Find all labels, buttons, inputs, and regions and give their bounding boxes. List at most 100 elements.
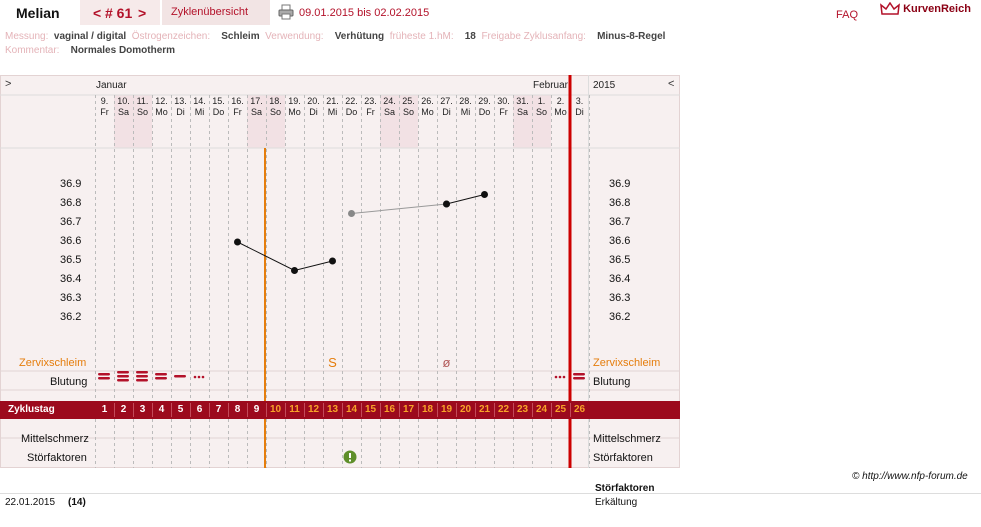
logo[interactable]: KurvenReich — [880, 1, 971, 16]
bleeding-bar — [98, 373, 110, 376]
temperature-line — [351, 203, 447, 214]
day-column-header: 24. Sa — [380, 96, 399, 118]
y-tick-label: 36.8 — [609, 197, 631, 209]
day-number: 11. — [136, 96, 149, 106]
y-tick-label: 36.5 — [609, 254, 631, 266]
cycle-day-separator — [570, 403, 571, 417]
row-label-zervix-right: Zervixschleim — [593, 357, 661, 369]
cycle-day-separator — [380, 403, 381, 417]
year-label: 2015 — [593, 80, 616, 91]
logo-text: KurvenReich — [903, 2, 971, 15]
month-january: Januar — [96, 80, 127, 91]
day-column-header: 3. Di — [570, 96, 589, 118]
nav-left-button[interactable]: > — [5, 78, 12, 90]
cycle-day-number: 3 — [139, 404, 146, 415]
bleeding-bar — [136, 371, 148, 374]
weekday: Di — [176, 107, 185, 117]
day-column-header: 17. Sa — [247, 96, 266, 118]
day-number: 12. — [155, 96, 168, 106]
hm-value: 18 — [464, 31, 476, 42]
exclamation-icon[interactable] — [343, 450, 357, 464]
nav-right-button[interactable]: < — [668, 78, 675, 90]
day-column-header: 14. Mi — [190, 96, 209, 118]
weekday: Di — [575, 107, 584, 117]
cycle-day-separator — [171, 403, 172, 417]
day-number: 25. — [402, 96, 415, 106]
cycle-day-separator — [551, 403, 552, 417]
info-line-2: Kommentar: Normales Domotherm — [5, 45, 175, 56]
bleeding-bar — [98, 377, 110, 380]
freigabe-value: Minus-8-Regel — [597, 31, 666, 42]
weekday: So — [136, 107, 148, 117]
day-number: 20. — [307, 96, 320, 106]
tab-cycle-overview[interactable]: Zyklenübersicht — [162, 0, 270, 25]
kommentar-value: Normales Domotherm — [70, 45, 176, 56]
weekday: Sa — [383, 107, 395, 117]
oestrogen-label: Östrogenzeichen: — [131, 31, 211, 42]
cycle-day-number: 16 — [383, 404, 396, 415]
y-tick-label: 36.3 — [60, 292, 82, 304]
cycle-day-separator — [532, 403, 533, 417]
chart-grid — [0, 75, 680, 468]
faq-link[interactable]: FAQ — [836, 9, 859, 21]
bleeding-bar — [136, 379, 148, 382]
cycle-day-separator — [475, 403, 476, 417]
weekday: Mi — [194, 107, 205, 117]
weekday: Sa — [117, 107, 129, 117]
day-column-header: 22. Do — [342, 96, 361, 118]
y-tick-label: 36.9 — [60, 178, 82, 190]
spotting-dot — [193, 375, 197, 379]
print-icon[interactable] — [278, 4, 294, 20]
day-number: 19. — [288, 96, 301, 106]
spotting-dot — [201, 375, 205, 379]
messung-label: Messung: — [5, 31, 49, 42]
cycle-day-number: 8 — [234, 404, 241, 415]
weekend-column — [380, 95, 399, 148]
freigabe-label: Freigabe Zyklusanfang: — [481, 31, 586, 42]
cycle-day-number: 20 — [459, 404, 472, 415]
cycle-day-number: 12 — [307, 404, 320, 415]
day-number: 9. — [100, 96, 109, 106]
cycle-next-button[interactable]: > — [138, 5, 147, 21]
cycle-day-separator — [228, 403, 229, 417]
day-number: 30. — [497, 96, 510, 106]
y-tick-label: 36.6 — [609, 235, 631, 247]
bleeding-bar — [136, 375, 148, 378]
footer-day-count: (14) — [68, 497, 86, 508]
cycle-day-label: Zyklustag — [8, 404, 55, 415]
temperature-line — [237, 241, 333, 272]
user-name: Melian — [16, 5, 60, 21]
day-number: 18. — [269, 96, 282, 106]
row-label-stoerfaktoren-left: Störfaktoren — [27, 452, 87, 464]
row-label-zervix-left: Zervixschleim — [19, 357, 87, 369]
cycle-day-number: 1 — [101, 404, 108, 415]
weekday: Sa — [516, 107, 528, 117]
day-number: 14. — [193, 96, 206, 106]
copyright: © http://www.nfp-forum.de — [852, 471, 968, 482]
cycle-day-number: 25 — [554, 404, 567, 415]
cycle-day-number: 22 — [497, 404, 510, 415]
tab-cycle-overview-label: Zyklenübersicht — [171, 6, 249, 18]
cycle-day-separator — [285, 403, 286, 417]
cycle-prev-button[interactable]: < — [93, 5, 102, 21]
day-column-header: 12. Mo — [152, 96, 171, 118]
cycle-day-separator — [437, 403, 438, 417]
cycle-day-separator — [209, 403, 210, 417]
weekday: Do — [212, 107, 225, 117]
oestrogen-value: Schleim — [221, 31, 260, 42]
cycle-day-separator — [114, 403, 115, 417]
temperature-curve — [234, 75, 572, 468]
day-column-header: 10. Sa — [114, 96, 133, 118]
row-label-mittelschmerz-right: Mittelschmerz — [593, 433, 661, 445]
temperature-point — [234, 238, 241, 246]
day-number: 21. — [326, 96, 339, 106]
weekday: Fr — [100, 107, 109, 117]
bleeding-bar — [573, 373, 585, 376]
cycle-day-number: 15 — [364, 404, 377, 415]
cycle-day-number: 11 — [289, 404, 300, 415]
cycle-day-separator — [418, 403, 419, 417]
day-number: 22. — [345, 96, 358, 106]
y-tick-label: 36.9 — [609, 178, 631, 190]
stoerfaktoren-title: Störfaktoren — [595, 483, 655, 494]
stoerfaktoren-value: Erkältung — [595, 497, 638, 508]
